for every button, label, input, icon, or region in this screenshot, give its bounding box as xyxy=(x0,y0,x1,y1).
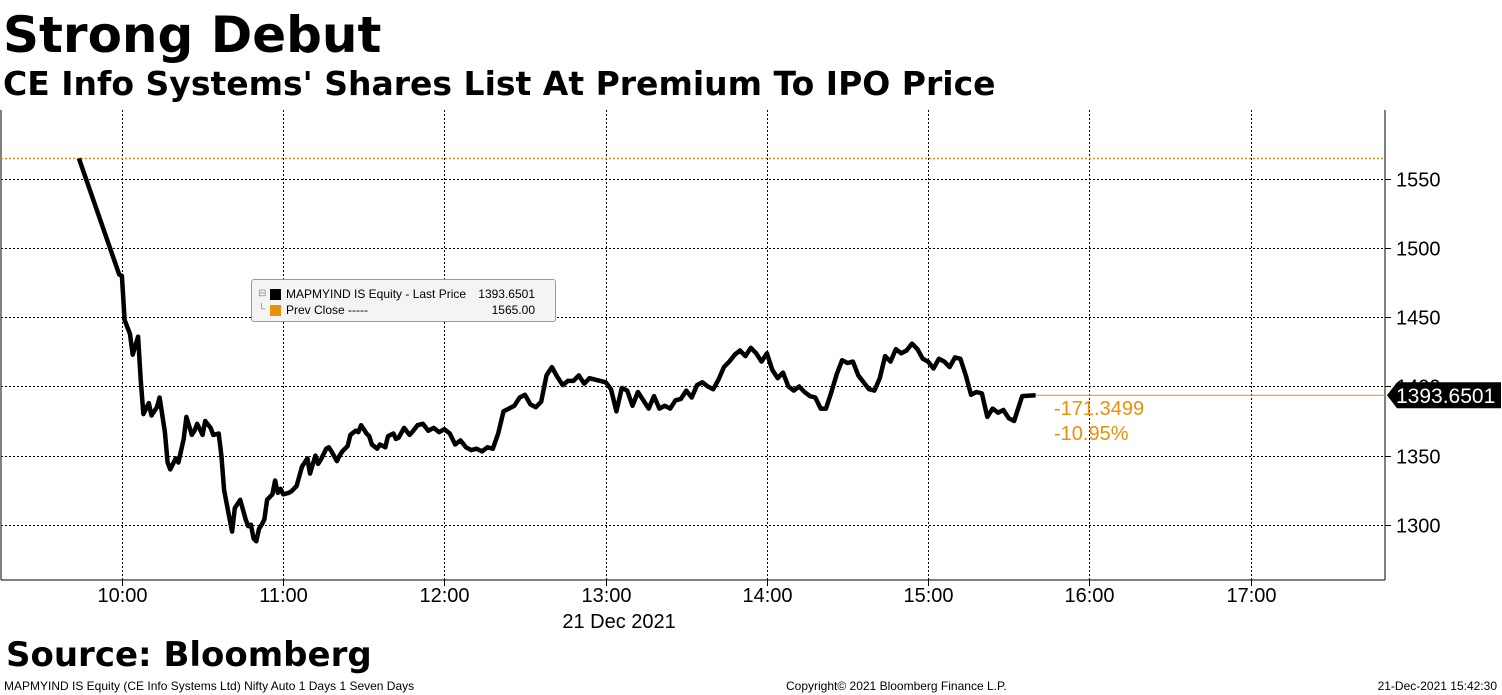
legend-label-prev-close: Prev Close ----- xyxy=(286,303,369,317)
x-date-label: 21 Dec 2021 xyxy=(562,611,675,633)
change-percent-label: -10.95% xyxy=(1054,423,1129,445)
chart-subtitle: CE Info Systems' Shares List At Premium … xyxy=(3,64,996,103)
change-absolute-label: -171.3499 xyxy=(1054,398,1144,420)
price-chart: 13001350140014501500155010:0011:0012:001… xyxy=(0,110,1501,633)
legend-label-last-price: MAPMYIND IS Equity - Last Price xyxy=(286,287,467,301)
x-tick-label: 13:00 xyxy=(581,585,631,607)
legend-value-prev-close: 1565.00 xyxy=(491,303,535,317)
chart-legend[interactable]: ⊟ MAPMYIND IS Equity - Last Price 1393.6… xyxy=(251,279,556,322)
last-value-tag xyxy=(1387,382,1501,409)
x-tick-label: 16:00 xyxy=(1064,585,1114,607)
footer-copyright: Copyright© 2021 Bloomberg Finance L.P. xyxy=(786,679,1007,693)
footer-timestamp: 21-Dec-2021 15:42:30 xyxy=(1377,679,1497,693)
tree-collapse-icon[interactable]: ⊟ xyxy=(258,288,267,299)
x-tick-label: 14:00 xyxy=(742,585,792,607)
x-tick-label: 12:00 xyxy=(419,585,469,607)
legend-value-last-price: 1393.6501 xyxy=(478,287,535,301)
y-tick-label: 1550 xyxy=(1396,170,1441,192)
legend-row-prev-close[interactable]: └ Prev Close ----- 1565.00 xyxy=(252,302,555,318)
tree-branch-icon: └ xyxy=(258,304,266,315)
legend-swatch-prev-close xyxy=(270,305,281,316)
footer-security-description: MAPMYIND IS Equity (CE Info Systems Ltd)… xyxy=(4,679,415,693)
y-tick-label: 1300 xyxy=(1396,516,1441,538)
legend-swatch-last-price xyxy=(270,289,281,300)
price-series-line xyxy=(76,157,1036,544)
x-tick-label: 15:00 xyxy=(903,585,953,607)
x-tick-label: 17:00 xyxy=(1226,585,1276,607)
y-tick-label: 1450 xyxy=(1396,308,1441,330)
y-tick-label: 1500 xyxy=(1396,239,1441,261)
x-tick-label: 10:00 xyxy=(97,585,147,607)
x-tick-label: 11:00 xyxy=(259,585,308,607)
source-label: Source: Bloomberg xyxy=(6,635,372,675)
last-value-label: 1393.6501 xyxy=(1396,385,1495,408)
legend-row-last-price[interactable]: ⊟ MAPMYIND IS Equity - Last Price 1393.6… xyxy=(252,286,555,302)
chart-title: Strong Debut xyxy=(3,6,382,64)
y-tick-label: 1350 xyxy=(1396,447,1441,469)
